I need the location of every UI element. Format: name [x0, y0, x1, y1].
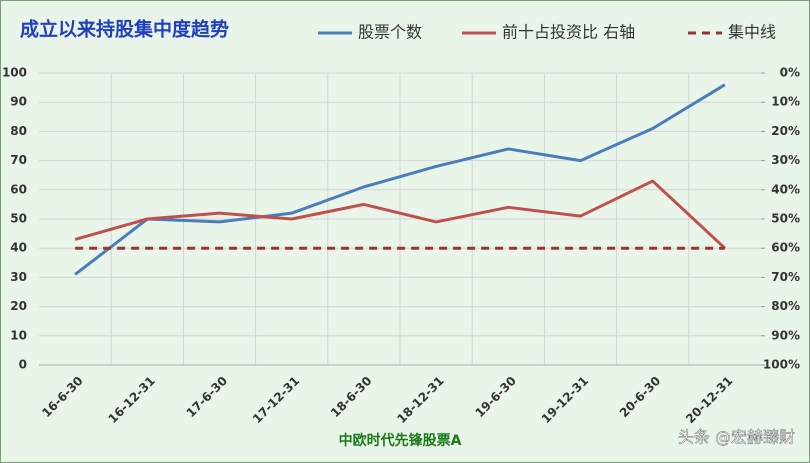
- legend-label: 股票个数: [358, 23, 422, 42]
- y2-tick-label: 10%: [771, 95, 800, 109]
- series-line: [74, 179, 726, 250]
- y-tick-label: 60: [10, 182, 27, 196]
- y2-tick-label: 80%: [771, 299, 800, 313]
- y2-tick-label: 90%: [771, 328, 800, 342]
- legend-label: 前十占投资比 右轴: [502, 23, 635, 42]
- y-tick-label: 20: [10, 299, 27, 313]
- y-tick-label: 50: [10, 212, 27, 226]
- y-tick-label: 70: [10, 153, 27, 167]
- y-tick-label: 10: [10, 328, 27, 342]
- y-tick-label: 80: [10, 124, 27, 138]
- y-tick-label: 30: [10, 270, 27, 284]
- y-tick-label: 90: [10, 95, 27, 109]
- y-tick-label: 40: [10, 241, 27, 255]
- y-tick-label: 100: [2, 66, 27, 80]
- y2-tick-label: 0%: [780, 66, 800, 80]
- watermark: 头条 @宏赫臻财: [678, 428, 795, 447]
- y2-tick-label: 20%: [771, 124, 800, 138]
- y2-tick-label: 30%: [771, 153, 800, 167]
- series-line: [74, 83, 726, 276]
- x-axis-label: 中欧时代先锋股票A: [339, 432, 462, 449]
- chart-title: 成立以来持股集中度趋势: [20, 18, 229, 41]
- y-tick-label: 0: [19, 358, 27, 372]
- y2-tick-label: 40%: [771, 182, 800, 196]
- y2-tick-label: 60%: [771, 241, 800, 255]
- y2-tick-label: 100%: [763, 358, 800, 372]
- y2-tick-label: 70%: [771, 270, 800, 284]
- legend-label: 集中线: [728, 23, 776, 42]
- y2-tick-label: 50%: [771, 212, 800, 226]
